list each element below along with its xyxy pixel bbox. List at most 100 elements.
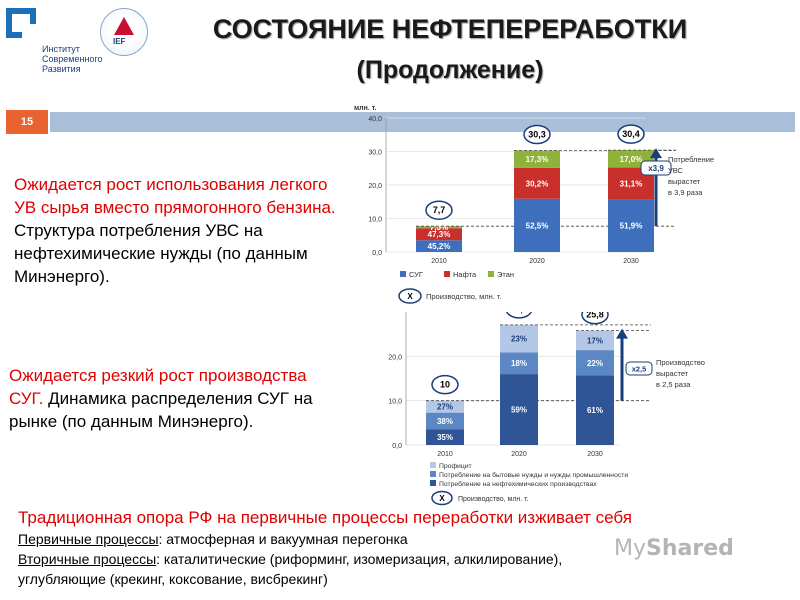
total-bubble [581, 312, 609, 325]
total-label: 27,1 [510, 312, 528, 314]
y-tick-label: 20,0 [368, 183, 382, 190]
chart-feedstock-consumption: млн. т. 0,0 10,0 20,0 30,0 40,0 45,2% 47,3%7,5%… [354, 105, 714, 304]
growth-arrow-head [650, 148, 662, 159]
legend-label: Потребление на нефтехимических производс… [439, 480, 597, 488]
legend-total-bubble [398, 288, 422, 304]
bar-segment [576, 350, 614, 376]
data-label: 47,3% [428, 230, 451, 239]
bar-segment [426, 429, 464, 445]
annotation-line: Потребление [668, 155, 714, 164]
text-block-lpg: Ожидается резкий рост производства СУГ. … [9, 364, 339, 433]
bar-segment [608, 199, 654, 252]
total-label: 30,3 [528, 129, 546, 139]
description-text: Динамика распределения СУГ на рынке (по … [9, 389, 313, 431]
primary-processes-line: Первичные процессы: атмосферная и вакуум… [18, 529, 798, 549]
data-label: 18% [511, 359, 527, 368]
legend-swatch [444, 271, 450, 277]
total-label: 7,7 [433, 205, 446, 215]
data-label: 38% [437, 417, 453, 426]
ief-logo-icon: IEF [100, 8, 148, 56]
watermark: MyShared [614, 536, 734, 561]
primary-processes-label: Первичные процессы [18, 531, 159, 547]
total-bubble [617, 124, 645, 144]
x-tick-label: 2010 [431, 258, 447, 265]
secondary-processes-text: : каталитические (риформинг, изомеризаци… [156, 551, 563, 567]
bar-segment [576, 330, 614, 351]
total-bubble [431, 374, 459, 395]
legend-total-bubble [431, 490, 453, 506]
institute-logo-icon [6, 8, 36, 38]
legend-swatch [488, 271, 494, 277]
bar-segment [500, 374, 538, 445]
institute-name-line: Институт [42, 44, 80, 54]
bar-segment [514, 167, 560, 199]
bar-segment [416, 240, 462, 252]
description-text: Структура потребления УВС на нефтехимиче… [14, 221, 308, 286]
slide-title: СОСТОЯНИЕ НЕФТЕПЕРЕРАБОТКИ [212, 14, 688, 44]
y-tick-label: 40,0 [368, 116, 382, 123]
annotation-line: УВС [668, 166, 684, 175]
legend-total-symbol: X [407, 292, 413, 301]
total-label: 30,4 [622, 129, 640, 139]
bar-segment [416, 226, 462, 229]
data-label: 17,3% [526, 155, 549, 164]
secondary-processes-label: Вторичные процессы [18, 551, 157, 567]
y-tick-label: 30,0 [368, 150, 382, 157]
deepening-processes-line: углубляющие (крекинг, коксование, висбре… [18, 571, 328, 587]
bar-segment [500, 352, 538, 375]
bar-segment [514, 198, 560, 252]
conclusion-block: Традиционная опора РФ на первичные проце… [18, 507, 798, 589]
total-bubble [425, 200, 453, 220]
total-label: 10 [440, 380, 450, 390]
data-label: 45,2% [428, 242, 451, 251]
legend-swatch [430, 480, 436, 486]
y-tick-label: 0,0 [392, 443, 402, 450]
bar-segment [426, 412, 464, 430]
text-block-consumption: Ожидается рост использования легкого УВ … [14, 173, 344, 288]
legend-label: СУГ [409, 270, 423, 279]
data-label: 51,9% [620, 222, 643, 231]
highlight-text: Ожидается резкий рост производства СУГ. [9, 366, 307, 408]
total-bubble [505, 312, 533, 319]
ief-triangle-icon [114, 17, 134, 35]
header-divider-bar [50, 112, 795, 132]
data-label: 17,0% [620, 155, 643, 164]
annotation-line: Производство [656, 358, 705, 367]
ief-label: IEF [113, 37, 126, 46]
multiplier-box [640, 160, 672, 176]
growth-arrow-head [616, 328, 628, 339]
total-bubble [523, 124, 551, 145]
multiplier-label: x2,5 [632, 365, 647, 374]
institute-name-line: Современного [42, 54, 103, 64]
bar-segment [426, 400, 464, 413]
x-tick-label: 2020 [511, 451, 527, 458]
data-label: 22% [587, 359, 603, 368]
legend-note: Производство, млн. т. [458, 496, 529, 503]
secondary-processes-line: Вторичные процессы: каталитические (рифо… [18, 549, 798, 569]
legend-note: Производство, млн. т. [426, 292, 502, 301]
bar-segment [416, 228, 462, 241]
data-label: 35% [437, 433, 453, 442]
multiplier-label: x3,9 [648, 164, 664, 173]
bar-segment [514, 150, 560, 168]
x-tick-label: 2030 [587, 451, 603, 458]
bar-segment [500, 324, 538, 353]
legend-swatch [430, 462, 436, 468]
y-tick-label: 10,0 [388, 399, 402, 406]
page-bar: 15 [0, 110, 800, 134]
x-tick-label: 2010 [437, 451, 453, 458]
data-label: 61% [587, 406, 603, 415]
data-label: 30,2% [526, 179, 549, 188]
y-axis-label: млн. т. [354, 105, 377, 112]
total-label: 25,8 [586, 312, 604, 320]
primary-processes-text: : атмосферная и вакуумная перегонка [158, 531, 408, 547]
data-label: 31,1% [620, 179, 643, 188]
watermark-prefix: My [614, 536, 647, 561]
annotation-line: вырастет [668, 177, 701, 186]
institute-name: Институт Современного Развития [42, 44, 103, 74]
chart-lpg-distribution: млн. т.0,010,020,035%38%27%10201059%18%2… [388, 312, 705, 506]
data-label: 59% [511, 406, 527, 415]
y-tick-label: 0,0 [372, 250, 382, 257]
conclusion-headline: Традиционная опора РФ на первичные проце… [18, 508, 632, 527]
data-label: 27% [437, 403, 453, 412]
